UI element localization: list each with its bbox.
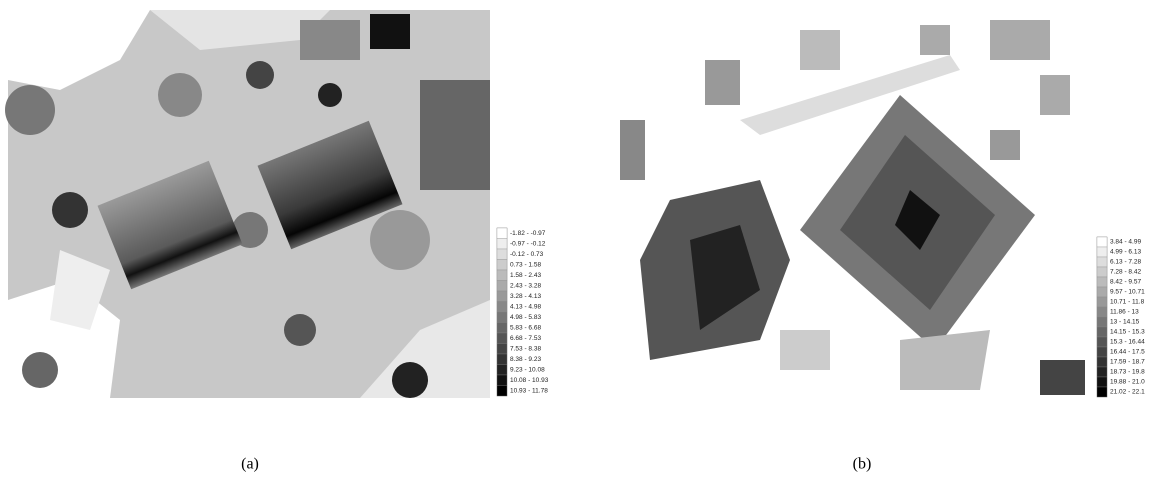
caption: (a): [241, 456, 259, 473]
legend-label: 13 - 14.15: [1110, 319, 1140, 326]
legend-swatch: [1097, 237, 1107, 247]
legend-label: 16.44 - 17.5: [1110, 349, 1145, 356]
legend-label: -1.82 - -0.97: [510, 230, 546, 237]
legend-label: 19.88 - 21.0: [1110, 379, 1145, 386]
legend-swatch: [497, 344, 507, 355]
legend-swatch: [497, 239, 507, 250]
legend-swatch: [497, 291, 507, 302]
legend-label: 1.58 - 2.43: [510, 272, 541, 279]
legend-label: 15.3 - 16.44: [1110, 339, 1145, 346]
legend-swatch: [497, 302, 507, 313]
legend-swatch: [1097, 327, 1107, 337]
legend-swatch: [497, 354, 507, 365]
page: -1.82 - -0.97 -0.97 - -0.12 -0.12 - 0.73 0.…: [0, 0, 1168, 499]
legend-swatch: [1097, 277, 1107, 287]
legend-label: 4.99 - 6.13: [1110, 249, 1141, 256]
legend-label: 4.98 - 5.83: [510, 314, 541, 321]
legend-label: 0.73 - 1.58: [510, 261, 541, 268]
legend-label: -0.97 - -0.12: [510, 240, 546, 247]
legend-swatch: [1097, 387, 1107, 397]
legend-swatch: [497, 281, 507, 292]
legend-label: 14.15 - 15.3: [1110, 329, 1145, 336]
legend-label: 18.73 - 19.8: [1110, 369, 1145, 376]
legend-label: 8.42 - 9.57: [1110, 279, 1141, 286]
legend-swatch: [497, 260, 507, 271]
legend-swatch: [497, 365, 507, 376]
legend-label: 10.93 - 11.78: [510, 387, 548, 394]
legend-label: 9.23 - 10.08: [510, 366, 545, 373]
legend-swatch: [1097, 247, 1107, 257]
legend-label: 10.08 - 10.93: [510, 377, 549, 384]
legend-b: 3.84 - 4.99 4.99 - 6.13 6.13 - 7.28 7.28 - …: [1097, 237, 1145, 397]
legend-swatch: [497, 323, 507, 334]
legend-label: 2.43 - 3.28: [510, 282, 541, 289]
legend-swatch: [497, 312, 507, 323]
legend-swatch: [497, 249, 507, 260]
legend-swatch: [1097, 317, 1107, 327]
legend-swatch: [497, 228, 507, 239]
legend-swatch: [1097, 287, 1107, 297]
legend-a: -1.82 - -0.97 -0.97 - -0.12 -0.12 - 0.73 0.…: [497, 228, 549, 396]
legend-label: 4.13 - 4.98: [510, 303, 541, 310]
legend-label: 7.28 - 8.42: [1110, 269, 1141, 276]
map-a: [5, 10, 490, 398]
legend-label: 6.13 - 7.28: [1110, 259, 1141, 266]
legend-label: 3.84 - 4.99: [1110, 239, 1141, 246]
legend-swatch: [497, 375, 507, 386]
legend-label: -0.12 - 0.73: [510, 251, 544, 258]
legend-swatch: [1097, 337, 1107, 347]
legend-swatch: [1097, 357, 1107, 367]
legend-label: 11.86 - 13: [1110, 309, 1139, 316]
legend-swatch: [1097, 367, 1107, 377]
legend-swatch: [497, 270, 507, 281]
legend-swatch: [497, 333, 507, 344]
legend-label: 21.02 - 22.1: [1110, 389, 1145, 396]
legend-label: 7.53 - 8.38: [510, 345, 541, 352]
legend-swatch: [1097, 307, 1107, 317]
figure: -1.82 - -0.97 -0.97 - -0.12 -0.12 - 0.73 0.…: [0, 0, 1168, 499]
legend-swatch: [1097, 257, 1107, 267]
caption: (b): [853, 456, 872, 473]
legend-label: 8.38 - 9.23: [510, 356, 541, 363]
legend-label: 10.71 - 11.8: [1110, 299, 1145, 306]
map-b: [620, 20, 1085, 395]
legend-swatch: [497, 386, 507, 397]
legend-label: 5.83 - 6.68: [510, 324, 541, 331]
legend-label: 3.28 - 4.13: [510, 293, 541, 300]
legend-label: 17.59 - 18.7: [1110, 359, 1145, 366]
legend-swatch: [1097, 347, 1107, 357]
legend-swatch: [1097, 267, 1107, 277]
legend-swatch: [1097, 297, 1107, 307]
legend-label: 6.68 - 7.53: [510, 335, 541, 342]
legend-swatch: [1097, 377, 1107, 387]
legend-label: 9.57 - 10.71: [1110, 289, 1145, 296]
